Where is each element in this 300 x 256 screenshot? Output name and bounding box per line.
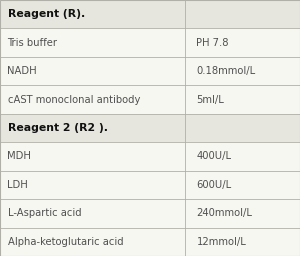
- Bar: [0, 228, 300, 256]
- Bar: [0, 0, 184, 28]
- Text: cAST monoclonal antibody: cAST monoclonal antibody: [8, 94, 140, 104]
- Text: Tris buffer: Tris buffer: [8, 38, 58, 48]
- Text: 0.18mmol/L: 0.18mmol/L: [196, 66, 256, 76]
- Text: Reagent (R).: Reagent (R).: [8, 9, 85, 19]
- Text: LDH: LDH: [8, 180, 28, 190]
- Text: MDH: MDH: [8, 152, 31, 162]
- Text: 12mmol/L: 12mmol/L: [196, 237, 246, 247]
- Bar: [0, 199, 300, 228]
- Text: Alpha-ketoglutaric acid: Alpha-ketoglutaric acid: [8, 237, 123, 247]
- Text: NADH: NADH: [8, 66, 37, 76]
- Bar: [0, 171, 300, 199]
- Text: 240mmol/L: 240mmol/L: [196, 208, 252, 218]
- Text: 600U/L: 600U/L: [196, 180, 232, 190]
- Text: PH 7.8: PH 7.8: [196, 38, 229, 48]
- Text: L-Aspartic acid: L-Aspartic acid: [8, 208, 81, 218]
- Bar: [0, 57, 300, 85]
- Text: Reagent 2 (R2 ).: Reagent 2 (R2 ).: [8, 123, 107, 133]
- Text: 5ml/L: 5ml/L: [196, 94, 224, 104]
- Bar: [0, 28, 300, 57]
- Text: 400U/L: 400U/L: [196, 152, 232, 162]
- Bar: [0, 85, 300, 114]
- Bar: [184, 0, 300, 28]
- Bar: [0, 114, 184, 142]
- Bar: [184, 114, 300, 142]
- Bar: [0, 142, 300, 171]
